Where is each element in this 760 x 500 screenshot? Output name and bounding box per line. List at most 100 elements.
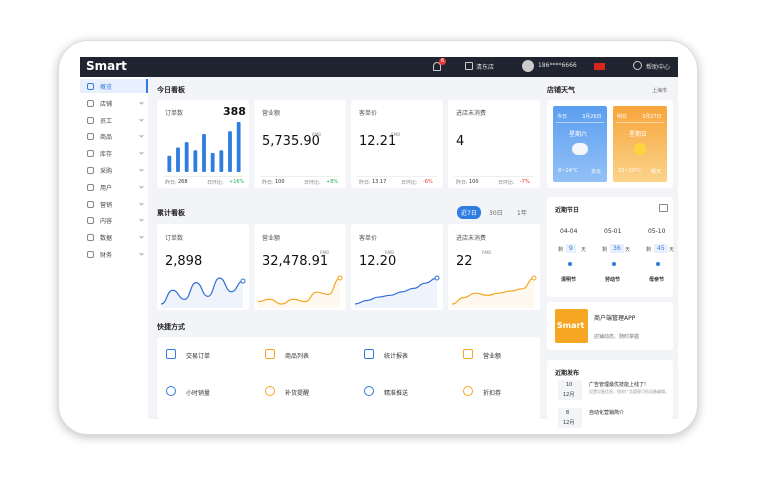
ratio-label: 日环比:	[498, 180, 515, 186]
shortcut-label[interactable]: 小时销量	[186, 390, 211, 397]
days-left-label: 剩	[558, 247, 564, 253]
holiday-date: 04-04	[560, 228, 578, 235]
sidebar-item[interactable]: 采购	[100, 168, 113, 175]
weather-date: 3月26日	[582, 114, 602, 120]
shortcut-label[interactable]: 统计报表	[384, 353, 409, 360]
store-icon	[465, 62, 473, 70]
period-tab[interactable]: 30日	[489, 210, 503, 217]
card-unit: RMB	[482, 250, 491, 255]
store-select[interactable]: 清东店	[476, 64, 495, 71]
news-title[interactable]: 广告管理最优技能上线了!	[589, 382, 647, 388]
holiday-date: 05-01	[604, 228, 622, 235]
sidebar-item[interactable]: 员工	[100, 117, 113, 125]
sidebar-icon	[87, 217, 94, 225]
holiday-name: 清明节	[561, 277, 577, 283]
today-card	[448, 100, 540, 188]
days-unit: 天	[669, 247, 675, 253]
card-label: 进店未消费	[456, 235, 487, 242]
shortcut-label[interactable]: 补货提醒	[285, 390, 310, 397]
section-title: 近期节日	[555, 207, 580, 214]
news-day: 8	[566, 410, 570, 416]
shortcut-label[interactable]: 商品列表	[285, 353, 310, 360]
section-title: 店铺天气	[547, 86, 575, 94]
trend-area	[161, 278, 243, 308]
card-value: 2,898	[165, 254, 203, 269]
ratio-value: -6%	[423, 179, 433, 185]
total-card	[254, 224, 346, 310]
trend-line	[257, 277, 341, 305]
ratio-value: -7%	[520, 179, 530, 185]
days-unit: 天	[581, 247, 587, 253]
trend-chart	[160, 277, 246, 308]
sidebar-item[interactable]: 数据	[100, 235, 113, 243]
sidebar-icon	[87, 150, 94, 158]
help-link[interactable]: 帮助中心	[646, 64, 671, 71]
trend-chart	[257, 275, 343, 308]
trend-area	[258, 278, 340, 308]
card-label: 进店未消费	[456, 110, 487, 117]
shortcut-icon	[364, 349, 374, 359]
flag	[594, 63, 605, 70]
bar	[184, 142, 189, 172]
sidebar-icon	[87, 234, 94, 242]
user-name[interactable]: 186****6666	[538, 62, 577, 69]
today-card	[351, 100, 443, 188]
yesterday-label: 昨日:	[456, 180, 468, 186]
bar	[228, 131, 232, 172]
trend-line	[160, 277, 244, 305]
tile-divider	[616, 122, 664, 123]
shortcut-label[interactable]: 精准推送	[384, 390, 409, 397]
bar	[236, 122, 241, 172]
card-divider	[357, 176, 437, 177]
date-box	[558, 408, 582, 428]
period-tab[interactable]: 近7日	[457, 206, 481, 219]
sidebar-item[interactable]: 商品	[100, 134, 113, 142]
weather-temp: 10~20°C	[618, 168, 641, 174]
section-title: 今日看板	[157, 86, 185, 94]
card-divider	[454, 176, 534, 177]
trend-chart	[451, 275, 537, 308]
ratio-label: 日环比:	[304, 180, 321, 186]
ratio-label: 日环比:	[207, 180, 224, 186]
help-icon	[633, 61, 642, 70]
ratio-value: +8%	[326, 179, 339, 185]
days-left: 9	[566, 244, 576, 253]
news-day: 10	[566, 382, 573, 388]
section-title: 累计看板	[157, 209, 185, 217]
weather-weekday: 星期日	[629, 131, 648, 138]
sidebar-item[interactable]: 财务	[100, 252, 113, 259]
weather-date: 3月27日	[642, 114, 662, 120]
sidebar-item[interactable]: 用户	[100, 184, 113, 192]
sidebar-item[interactable]: 库存	[100, 151, 113, 159]
days-left-label: 剩	[602, 247, 608, 253]
sidebar-item[interactable]: 营销	[100, 201, 113, 209]
total-card	[157, 224, 249, 310]
shortcut-label[interactable]: 折扣券	[483, 390, 502, 397]
card-value: 388	[223, 105, 246, 118]
news-title[interactable]: 自动化营销简介	[589, 410, 625, 416]
period-tab[interactable]: 1年	[517, 210, 527, 217]
yesterday-label: 昨日:	[262, 180, 274, 186]
days-left-label: 剩	[646, 247, 652, 253]
trend-line	[451, 277, 535, 305]
sidebar-icon	[87, 99, 94, 107]
weather-icon	[572, 143, 588, 155]
sidebar	[80, 77, 148, 419]
sidebar-item[interactable]: 内容	[100, 218, 113, 226]
card-value: 32,478.91	[262, 254, 329, 269]
shortcut-label[interactable]: 交易订单	[186, 353, 211, 360]
shortcut-label[interactable]: 营业额	[483, 353, 502, 360]
section-title: 快捷方式	[157, 323, 185, 331]
card-label: 营业额	[262, 110, 281, 117]
sidebar-icon	[87, 133, 94, 141]
card-unit: RMB	[320, 250, 329, 255]
sidebar-item[interactable]: 店铺	[100, 100, 113, 108]
notification-badge: 6	[439, 58, 447, 65]
card-value: 5,735.90	[262, 134, 320, 149]
app-subtitle: 店铺动态、随时掌握	[594, 334, 640, 340]
sidebar-item[interactable]: 概览	[100, 84, 113, 91]
weather-day: 明日	[617, 114, 628, 120]
yesterday-value: 100	[275, 179, 285, 185]
topbar	[80, 57, 678, 77]
